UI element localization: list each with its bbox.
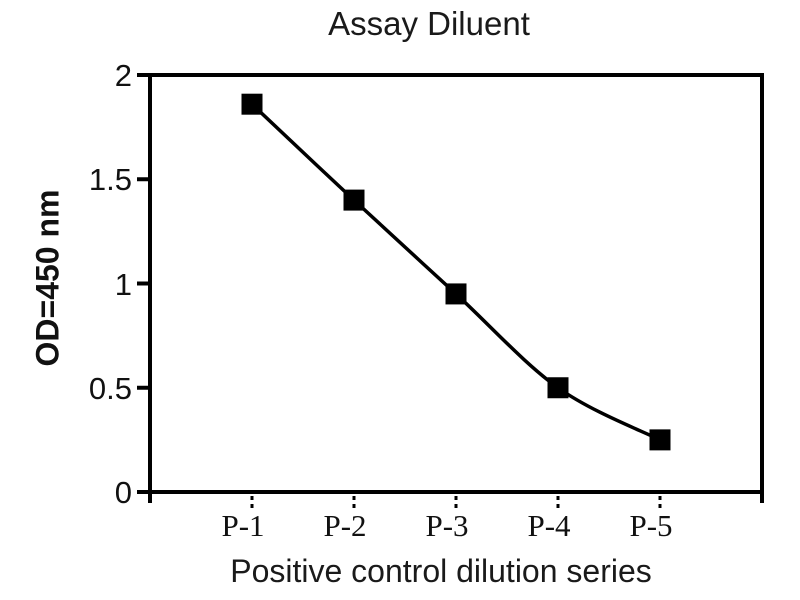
chart-title: Assay Diluent xyxy=(328,5,530,42)
y-tick-label: 2 xyxy=(114,58,132,93)
data-point-marker xyxy=(343,189,365,211)
x-axis-label: Positive control dilution series xyxy=(230,553,652,589)
data-point-marker xyxy=(241,93,263,115)
data-point-marker xyxy=(649,429,671,451)
x-tick-label: P-4 xyxy=(527,508,571,543)
series-line xyxy=(250,102,661,442)
x-tick-label: P-5 xyxy=(629,508,673,543)
y-tick-label: 0 xyxy=(114,475,132,510)
y-tick-label: 1.5 xyxy=(88,162,132,198)
y-tick-label: 0.5 xyxy=(88,370,132,406)
y-tick-label: 1 xyxy=(114,266,132,302)
x-tick-label: P-1 xyxy=(221,508,265,543)
x-tick-label: P-2 xyxy=(323,508,367,543)
x-tick-label: P-3 xyxy=(425,508,469,543)
data-point-marker xyxy=(547,377,569,399)
data-point-marker xyxy=(445,283,467,305)
